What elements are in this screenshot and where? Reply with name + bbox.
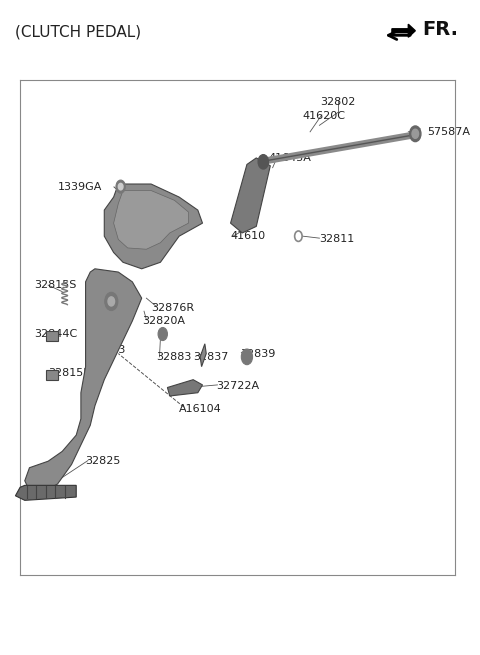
Circle shape [412, 129, 419, 138]
Text: 32844C: 32844C [34, 329, 77, 339]
Text: 41620C: 41620C [302, 111, 346, 121]
Text: 32883: 32883 [156, 352, 191, 362]
Text: 32837: 32837 [193, 352, 228, 362]
Text: 32722A: 32722A [216, 381, 260, 391]
Text: 32815S: 32815S [34, 280, 76, 290]
Circle shape [105, 292, 118, 310]
Text: A16104: A16104 [179, 404, 222, 414]
Polygon shape [392, 24, 415, 37]
Text: 57587A: 57587A [427, 127, 470, 137]
Text: FR.: FR. [422, 20, 458, 39]
Text: 1339GA: 1339GA [58, 182, 102, 193]
Polygon shape [46, 370, 59, 380]
Polygon shape [168, 380, 203, 396]
Text: 32839: 32839 [240, 348, 276, 358]
Text: 32815P: 32815P [48, 368, 90, 378]
Polygon shape [25, 269, 142, 494]
Circle shape [118, 183, 123, 190]
Polygon shape [114, 191, 189, 250]
Text: 32876R: 32876R [151, 303, 194, 313]
Circle shape [258, 155, 268, 169]
Text: 32825: 32825 [85, 456, 121, 466]
Polygon shape [230, 158, 270, 233]
Polygon shape [104, 184, 203, 269]
Circle shape [241, 349, 252, 365]
Text: 32811: 32811 [319, 234, 355, 244]
Polygon shape [46, 331, 58, 341]
Circle shape [116, 180, 125, 193]
Circle shape [410, 126, 421, 141]
Circle shape [108, 297, 115, 306]
Text: 32820A: 32820A [142, 316, 185, 326]
Circle shape [158, 328, 168, 341]
Text: 32802: 32802 [321, 98, 356, 107]
Text: (CLUTCH PEDAL): (CLUTCH PEDAL) [15, 24, 142, 39]
Text: 41610: 41610 [230, 231, 266, 241]
Polygon shape [15, 485, 76, 500]
Polygon shape [200, 344, 206, 367]
Text: 32883: 32883 [90, 345, 126, 355]
Text: 41645A: 41645A [268, 153, 311, 163]
